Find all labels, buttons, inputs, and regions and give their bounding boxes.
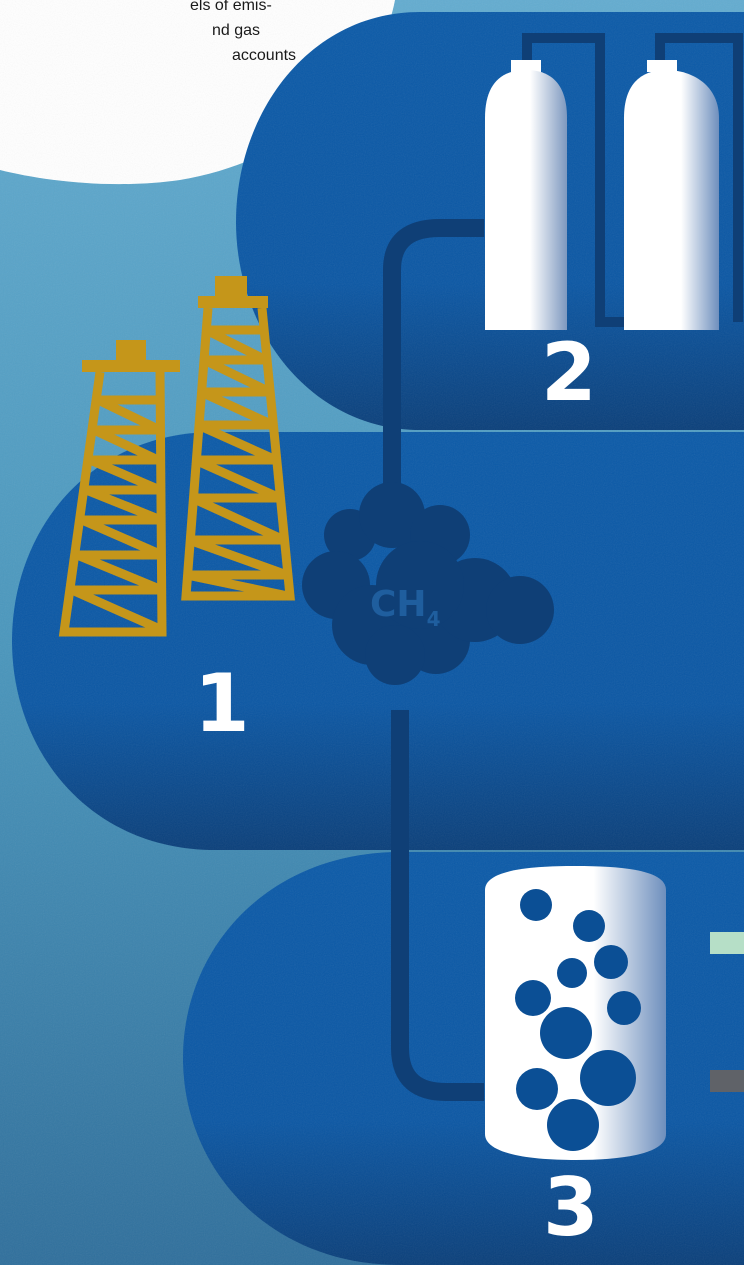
methane-cloud (302, 482, 554, 685)
legend-swatch-green (710, 932, 744, 954)
tank-1-cap (511, 60, 541, 72)
tank-1 (485, 70, 567, 330)
tank-connectors (522, 33, 743, 327)
callout-line-2: nd gas (212, 22, 261, 39)
pipe-to-reactor (391, 710, 484, 1101)
tank-2-cap (647, 60, 677, 72)
pipe-to-storage (383, 219, 484, 532)
oil-derricks (58, 276, 295, 637)
derrick-right (181, 276, 295, 601)
callout-line-3: accounts (232, 47, 297, 64)
storage-tanks (485, 60, 719, 330)
pipes (383, 219, 484, 1101)
legend-swatch-grey (710, 1070, 744, 1092)
reactor-bubbles (515, 889, 641, 1151)
step-number-2: 2 (541, 326, 597, 419)
reactor-vessel (485, 866, 666, 1160)
derrick-left (58, 340, 180, 637)
tank-2 (624, 70, 719, 330)
step-number-1: 1 (194, 657, 250, 750)
methane-formula: CH4 (370, 584, 440, 630)
methane-formula-subscript: 4 (426, 607, 441, 631)
step-number-3: 3 (543, 1161, 599, 1254)
methane-formula-base: CH (370, 584, 427, 625)
callout-line-1: els of emis- (190, 0, 272, 14)
